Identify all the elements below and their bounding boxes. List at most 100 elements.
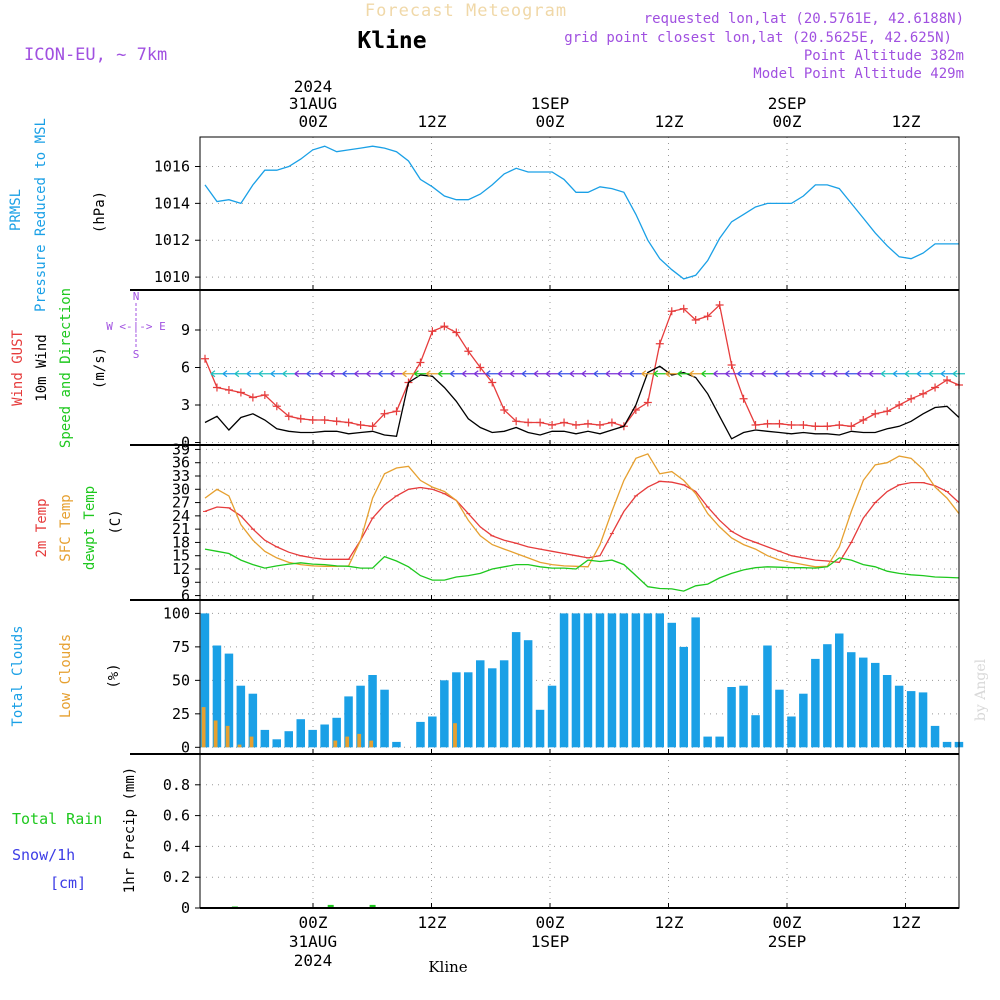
- cloud-bar-total: [691, 617, 700, 748]
- gust-marker: [356, 421, 365, 429]
- cloud-bar-total: [284, 731, 293, 748]
- y-tick-label: 0: [181, 899, 190, 917]
- rain-bar: [369, 904, 376, 908]
- wind-direction-arrow: [773, 370, 786, 378]
- wind-gust-label: Wind GUST: [10, 330, 26, 406]
- cloud-bar-total: [763, 645, 772, 748]
- gust-marker: [907, 394, 916, 403]
- wind-direction-arrow: [473, 370, 487, 378]
- y-tick-label: 50: [172, 671, 190, 689]
- cloud-bar-total: [775, 689, 784, 748]
- temp2m-label: 2m Temp: [34, 498, 50, 557]
- gust-marker: [476, 363, 485, 372]
- location-title: Kline: [357, 28, 426, 54]
- gust-marker: [823, 422, 832, 431]
- wind-direction-arrow: [713, 370, 726, 378]
- wind-direction-arrow: [282, 370, 295, 378]
- precip-panel-labels: Total Rain Snow/1h [cm] 1hr Precip (mm): [12, 767, 138, 893]
- cloud-bar-total: [583, 613, 593, 748]
- gust-marker: [811, 422, 820, 431]
- wind-direction-arrow: [533, 370, 547, 378]
- cloud-bar-total: [464, 672, 473, 748]
- gust-marker: [464, 347, 473, 356]
- wind-direction-arrow: [258, 370, 271, 378]
- cloud-bar-total: [332, 717, 341, 748]
- wind-direction-arrow: [318, 370, 331, 378]
- gust-marker: [919, 389, 928, 398]
- cloud-bar-total: [595, 613, 605, 748]
- wind-panel-labels: Wind GUST 10m Wind Speed and Direction (…: [10, 288, 166, 448]
- wind-direction-arrow: [940, 370, 954, 378]
- pressure-unit-label: (hPa): [92, 191, 108, 233]
- top-axis-label: 12Z: [655, 112, 684, 131]
- cloud-bar-total: [823, 644, 832, 748]
- cloud-bar-total: [655, 613, 664, 748]
- gust-marker: [320, 416, 329, 424]
- y-tick-label: 18: [172, 533, 190, 551]
- wind-direction-arrow: [629, 370, 642, 378]
- top-axis: 2024 31AUG 00Z 12Z 1SEP 00Z 12Z 2SEP 00Z…: [289, 77, 921, 131]
- cloud-bar-total: [212, 645, 222, 748]
- cloud-bar-total: [296, 719, 305, 748]
- gust-marker: [715, 301, 724, 309]
- gridpoint-coords: grid point closest lon,lat (20.5625E, 42…: [564, 30, 952, 46]
- cloud-bar-low: [333, 740, 338, 748]
- gust-marker: [284, 412, 293, 421]
- y-tick-label: 6: [181, 359, 190, 377]
- wind-direction-arrow: [545, 370, 559, 378]
- pressure-panel-labels: PRMSL Pressure Reduced to MSL (hPa): [8, 118, 108, 312]
- cloud-bar-total: [452, 672, 461, 748]
- bottom-axis: 00Z 31AUG 2024 12Z 00Z 1SEP 12Z 00Z 2SEP…: [289, 913, 921, 970]
- cloud-bar-total: [523, 640, 533, 748]
- gust-marker: [332, 417, 341, 426]
- y-tick-label: 1012: [154, 231, 190, 249]
- gust-marker: [583, 419, 592, 428]
- wind-direction-arrow: [928, 370, 942, 378]
- bottom-axis-label: 00Z: [536, 913, 565, 932]
- temp-unit-label: (C): [108, 509, 124, 534]
- gust-marker: [380, 409, 389, 418]
- bottom-axis-label: 00Z: [299, 913, 328, 932]
- wind-direction-arrow: [653, 370, 666, 378]
- wind-direction-arrow: [222, 370, 235, 378]
- top-axis-label: 2SEP: [768, 94, 807, 113]
- snow-unit-label: [cm]: [50, 874, 86, 892]
- cloud-bar-low: [213, 720, 218, 748]
- gust-marker: [512, 417, 521, 426]
- cloud-bar-total: [511, 632, 521, 748]
- y-tick-label: 39: [172, 440, 190, 458]
- gust-marker: [224, 386, 233, 394]
- wind-direction-arrow: [797, 370, 810, 378]
- bottom-axis-label: 1SEP: [531, 932, 570, 951]
- gust-marker: [943, 376, 952, 384]
- wind-direction-arrow: [701, 370, 714, 378]
- top-axis-label: 12Z: [418, 112, 447, 131]
- cloud-bar-total: [894, 685, 904, 748]
- wind-direction-arrow: [641, 370, 654, 378]
- y-tick-label: 24: [172, 507, 190, 525]
- wind-10m-label: 10m Wind: [34, 334, 50, 401]
- gust-marker: [500, 406, 509, 414]
- wind-direction-arrow: [617, 370, 630, 378]
- y-tick-label: 75: [172, 638, 190, 656]
- cloud-bar-total: [571, 613, 581, 748]
- top-axis-label: 00Z: [773, 112, 802, 131]
- y-tick-label: 0.8: [163, 776, 190, 794]
- wind-direction-arrow: [856, 370, 870, 378]
- wind-direction-arrow: [868, 370, 882, 378]
- gust-marker: [763, 419, 772, 428]
- gust-marker: [260, 391, 269, 399]
- wind-direction-arrow: [916, 370, 930, 378]
- wind-direction-arrow: [785, 370, 798, 378]
- footer-location: Kline: [428, 958, 467, 976]
- cloud-bar-total: [882, 675, 892, 748]
- y-tick-label: 0: [181, 434, 190, 452]
- cloud-bar-total: [416, 721, 425, 748]
- low-clouds-label: Low Clouds: [58, 634, 74, 718]
- requested-coords: requested lon,lat (20.5761E, 42.6188N): [644, 11, 964, 27]
- cloud-bar-total: [260, 729, 270, 748]
- gust-marker: [799, 421, 808, 429]
- cloud-bar-low: [369, 740, 374, 748]
- wind-direction-arrow: [461, 370, 475, 378]
